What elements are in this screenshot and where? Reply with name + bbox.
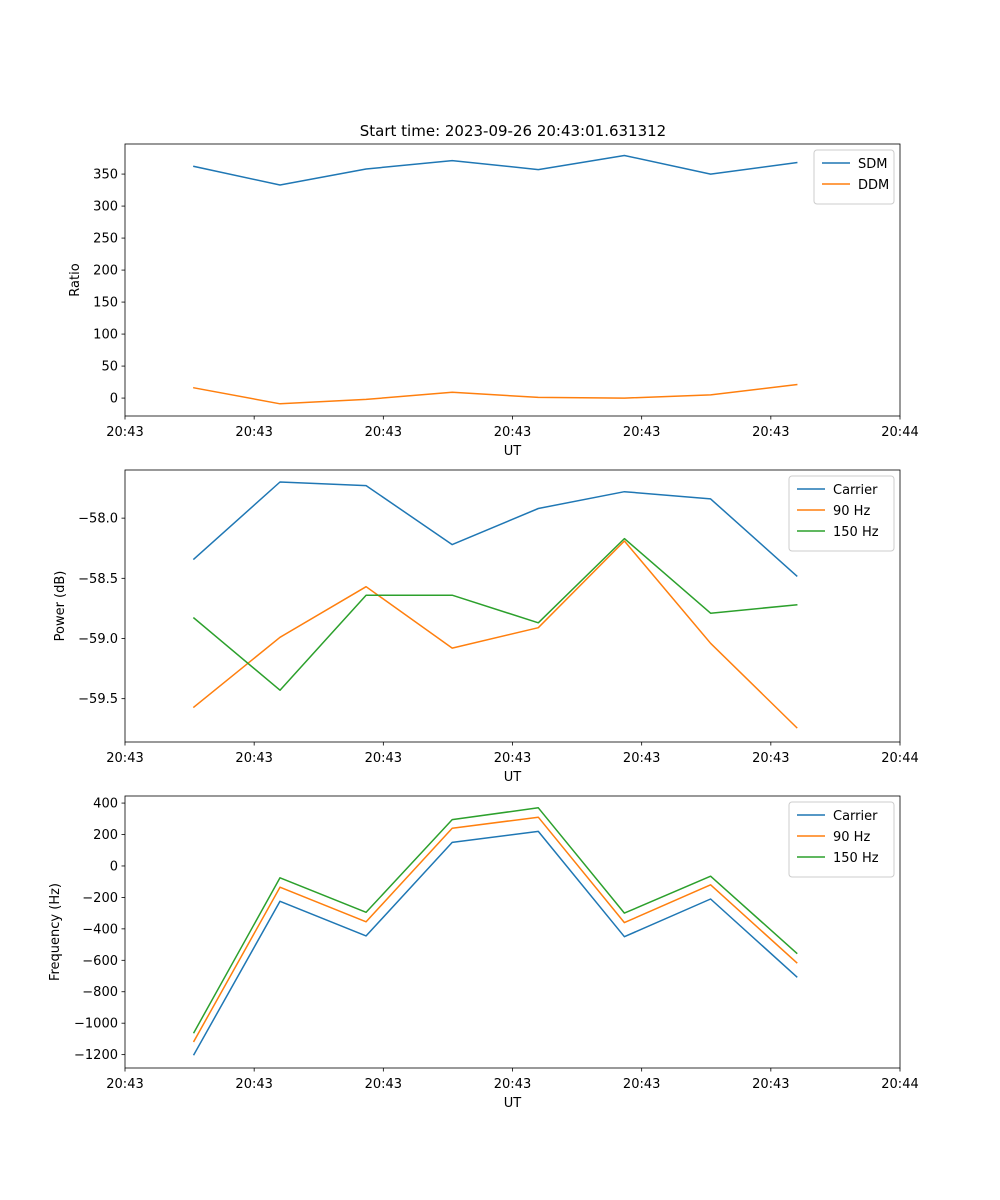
x-tick-label: 20:43: [235, 751, 272, 766]
x-tick-label: 20:44: [881, 425, 918, 440]
x-tick-label: 20:43: [623, 425, 660, 440]
series-line-carrier: [192, 481, 798, 577]
legend-label: 150 Hz: [833, 851, 879, 866]
y-tick-label: 0: [110, 859, 118, 874]
legend-label: 90 Hz: [833, 830, 870, 845]
x-tick-label: 20:43: [235, 425, 272, 440]
axes-frame: [124, 143, 901, 417]
series-line-90-hz: [192, 816, 798, 1043]
legend-box: [788, 801, 895, 878]
legend: Carrier 90 Hz 150 Hz: [788, 475, 895, 552]
x-tick-label: 20:43: [365, 425, 402, 440]
x-tick-label: 20:43: [106, 1077, 143, 1092]
x-tick-label: 20:44: [881, 1077, 918, 1092]
y-tick-label: −400: [82, 922, 118, 937]
y-tick-label: 200: [93, 264, 118, 279]
y-tick-label: 250: [93, 232, 118, 247]
y-tick-label: 350: [93, 168, 118, 183]
y-axis-label: Frequency (Hz): [48, 883, 63, 981]
chart-panel-2: 20:43 20:43 20:43 20:43 20:43 20:43 20:44 −59.5…: [53, 469, 919, 785]
x-tick-label: 20:43: [623, 1077, 660, 1092]
x-tick-label: 20:43: [365, 1077, 402, 1092]
x-axis-label: UT: [504, 444, 522, 459]
y-tick-label: −1200: [74, 1048, 118, 1063]
series-line-carrier: [192, 830, 798, 1056]
y-tick-label: −58.5: [78, 572, 118, 587]
legend-label: SDM: [858, 157, 887, 172]
y-tick-label: 100: [93, 328, 118, 343]
y-tick-label: −58.0: [78, 512, 118, 527]
legend-label: Carrier: [833, 483, 878, 498]
legend-label: 90 Hz: [833, 504, 870, 519]
y-tick-label: −59.0: [78, 632, 118, 647]
legend-box: [788, 475, 895, 552]
series-line-ddm: [193, 383, 798, 405]
x-axis-label: UT: [504, 770, 522, 785]
series-line-150-hz: [192, 807, 798, 1034]
x-tick-label: 20:43: [623, 751, 660, 766]
y-tick-label: −800: [82, 985, 118, 1000]
axes-frame: [124, 795, 901, 1069]
y-tick-label: 0: [110, 392, 118, 407]
x-tick-label: 20:43: [494, 751, 531, 766]
y-tick-label: 400: [93, 797, 118, 812]
y-tick-label: 200: [93, 828, 118, 843]
y-axis-label: Ratio: [68, 263, 83, 296]
chart-panel-1: 20:43 20:43 20:43 20:43 20:43 20:43 20:44 0 50 10…: [68, 143, 919, 459]
figure-title: Start time: 2023-09-26 20:43:01.631312: [360, 122, 666, 140]
y-axis-label: Power (dB): [53, 571, 68, 642]
chart-panel-3: 20:43 20:43 20:43 20:43 20:43 20:43 20:44 −1200…: [48, 795, 919, 1111]
x-tick-label: 20:43: [106, 751, 143, 766]
x-tick-label: 20:43: [494, 425, 531, 440]
legend: SDM DDM: [813, 149, 895, 205]
series-line-sdm: [193, 154, 798, 186]
x-tick-label: 20:43: [365, 751, 402, 766]
legend-label: Carrier: [833, 809, 878, 824]
y-tick-label: −200: [82, 891, 118, 906]
y-tick-label: −600: [82, 954, 118, 969]
legend-label: 150 Hz: [833, 525, 879, 540]
x-tick-label: 20:43: [106, 425, 143, 440]
legend-label: DDM: [858, 178, 889, 193]
x-tick-label: 20:44: [881, 751, 918, 766]
y-tick-label: −1000: [74, 1017, 118, 1032]
y-tick-label: 50: [101, 360, 118, 375]
series-line-150-hz: [192, 537, 798, 691]
x-tick-label: 20:43: [494, 1077, 531, 1092]
x-tick-label: 20:43: [752, 425, 789, 440]
y-tick-label: −59.5: [78, 692, 118, 707]
y-tick-label: 150: [93, 296, 118, 311]
x-axis-label: UT: [504, 1096, 522, 1111]
x-tick-label: 20:43: [752, 1077, 789, 1092]
x-tick-label: 20:43: [752, 751, 789, 766]
y-tick-label: 300: [93, 200, 118, 215]
x-tick-label: 20:43: [235, 1077, 272, 1092]
series-line-90-hz: [192, 540, 798, 729]
legend: Carrier 90 Hz 150 Hz: [788, 801, 895, 878]
